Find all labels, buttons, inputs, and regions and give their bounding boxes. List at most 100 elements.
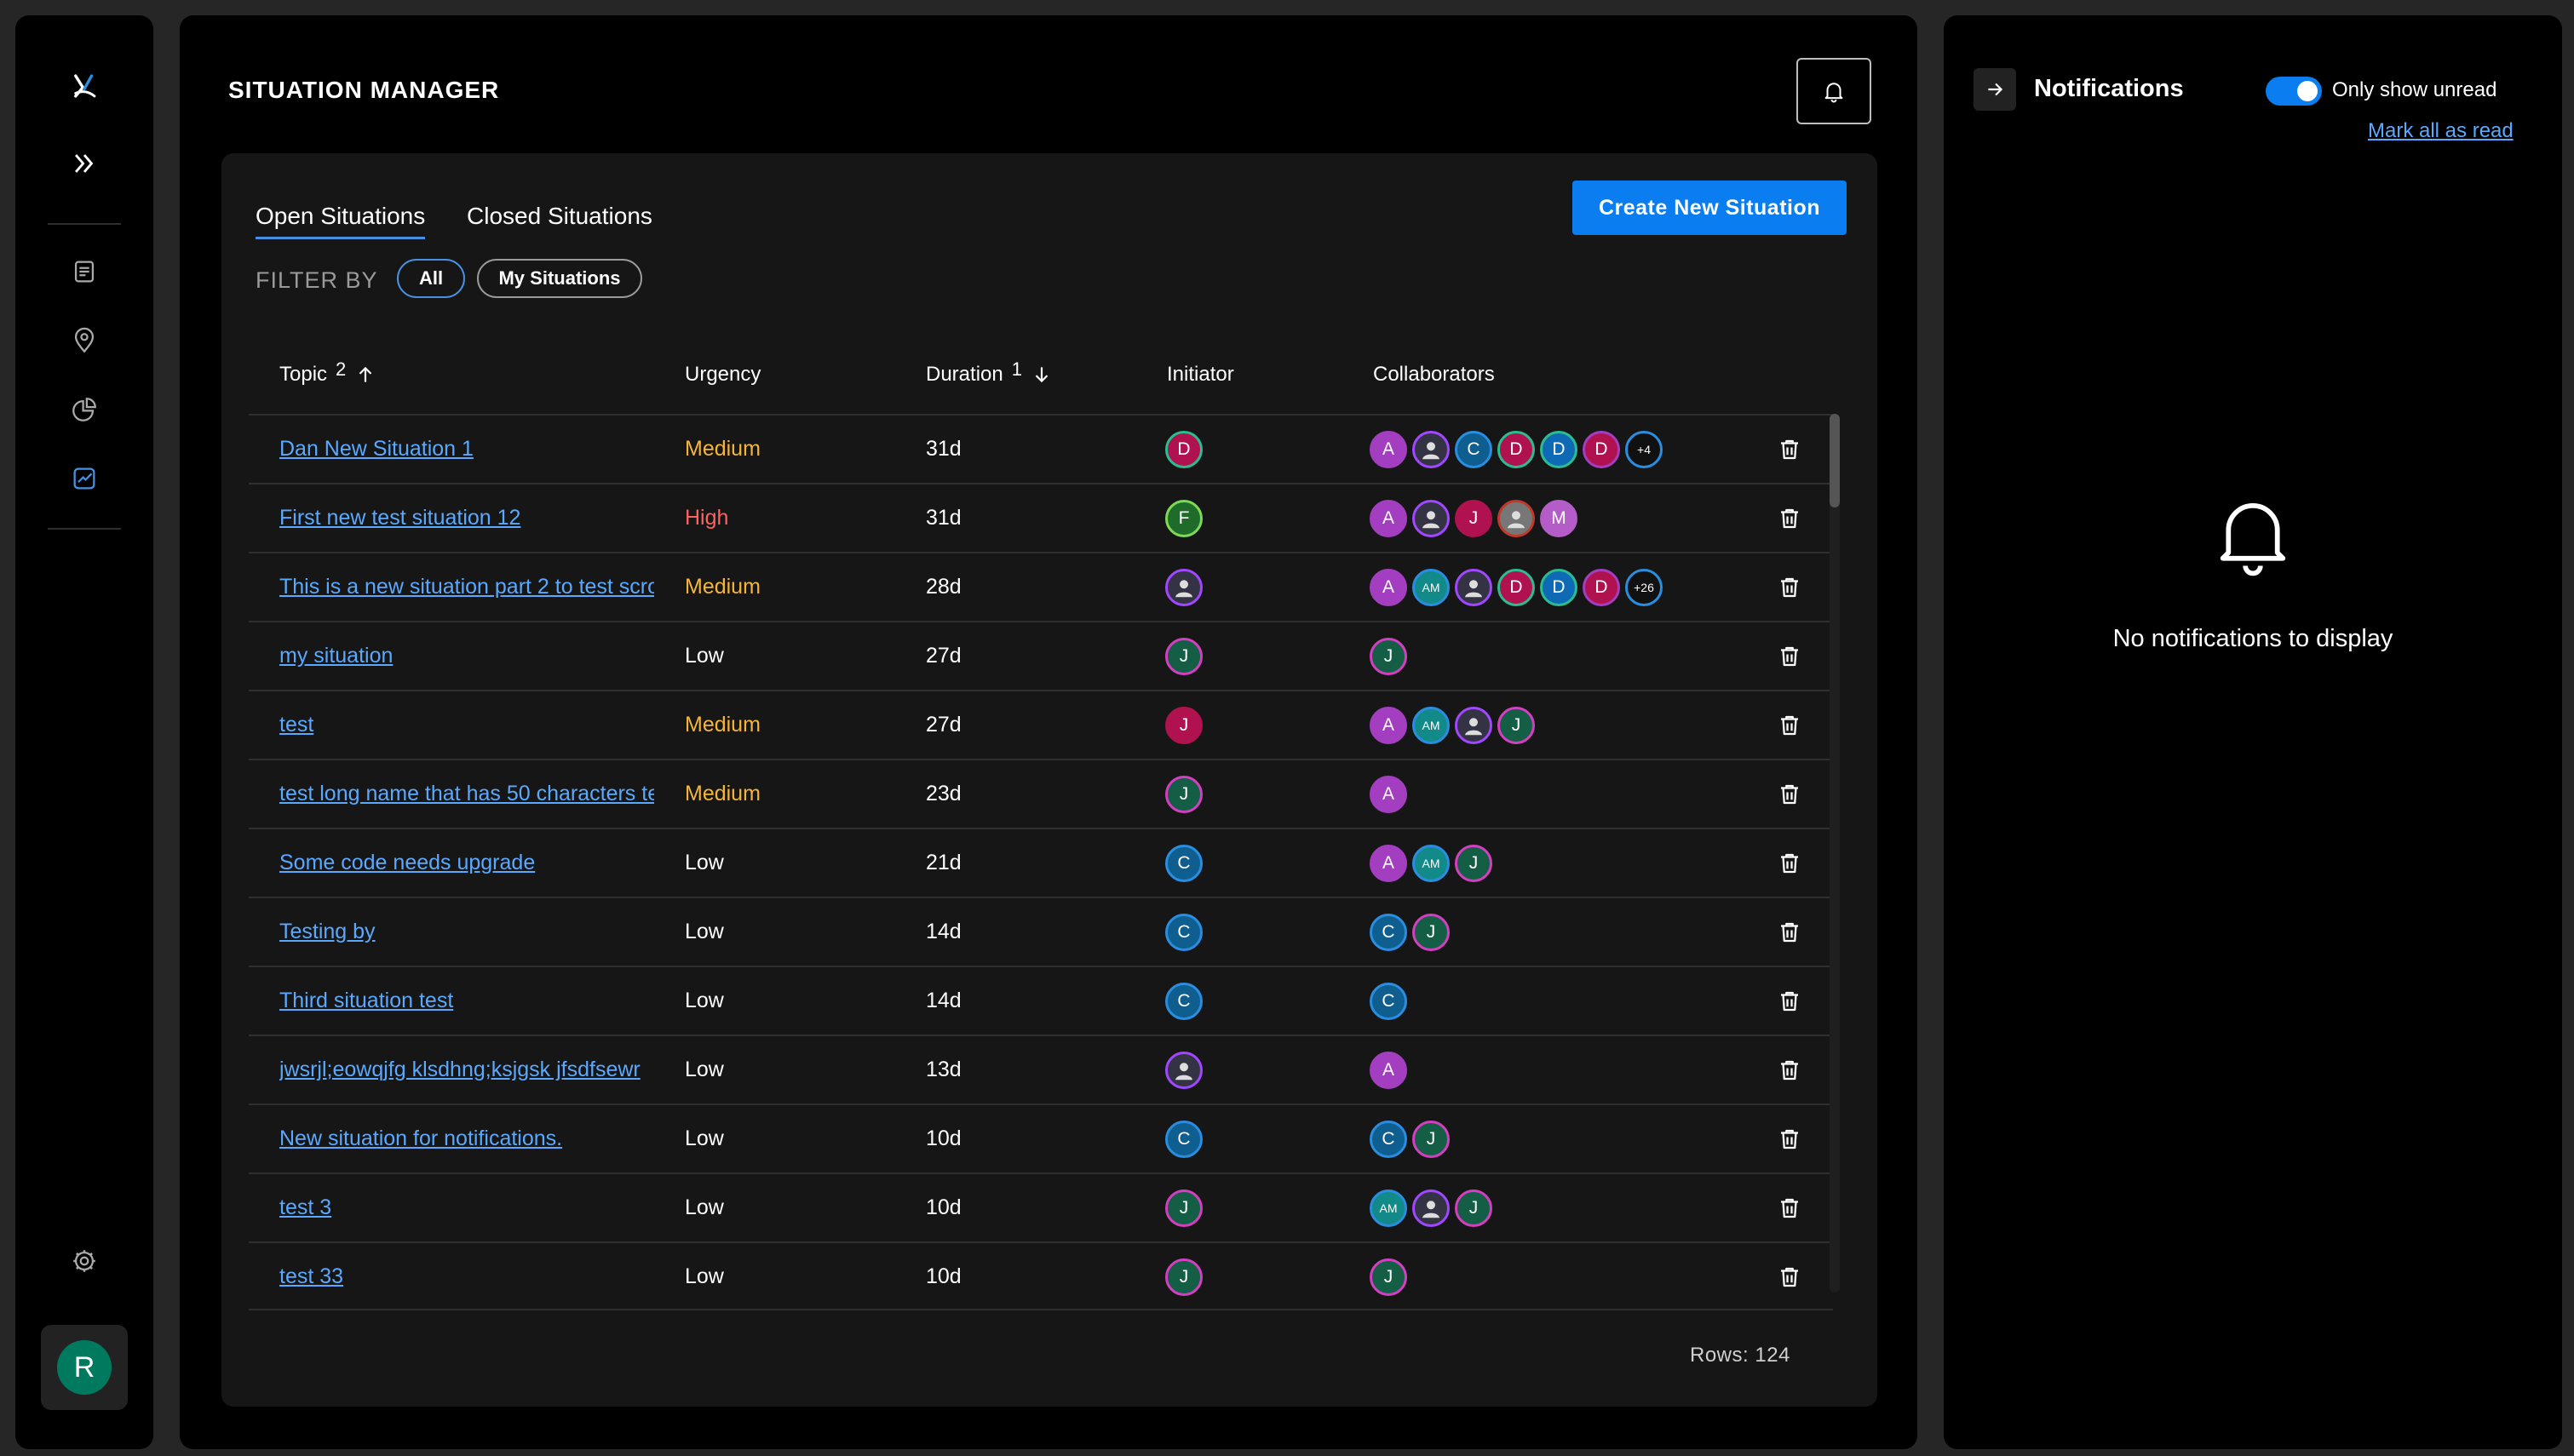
table-row[interactable]: Some code needs upgrade Low 21d C A AM J	[249, 828, 1833, 897]
table-row[interactable]: Third situation test Low 14d C C	[249, 966, 1833, 1035]
collaborator-avatar: M	[1540, 499, 1577, 537]
situation-topic-link[interactable]: Third situation test	[279, 989, 454, 1012]
trash-icon[interactable]	[1777, 898, 1802, 966]
collaborators-cell: A	[1370, 1036, 1407, 1103]
table-row[interactable]: jwsrjl;eowqjfg klsdhng;ksjgsk jfsdfsewr L…	[249, 1035, 1833, 1103]
collaborator-avatar	[1497, 499, 1535, 537]
table-row[interactable]: test long name that has 50 characters te…	[249, 759, 1833, 828]
situations-card: Open Situations Closed Situations Create…	[221, 153, 1877, 1407]
collaborator-avatar	[1412, 1189, 1450, 1227]
initiator-avatar: J	[1165, 775, 1203, 813]
trash-icon[interactable]	[1777, 553, 1802, 621]
trash-icon[interactable]	[1777, 484, 1802, 552]
table-row[interactable]: test 33 Low 10d J J	[249, 1241, 1833, 1310]
column-header-duration-label: Duration	[926, 363, 1003, 386]
user-avatar-button[interactable]: R	[41, 1325, 128, 1410]
mark-all-read-link[interactable]: Mark all as read	[2368, 119, 2514, 142]
table-row[interactable]: test Medium 27d J A AM J	[249, 690, 1833, 759]
duration-value: 21d	[926, 851, 962, 874]
column-header-collaborators[interactable]: Collaborators	[1373, 363, 1495, 387]
trash-icon[interactable]	[1777, 829, 1802, 897]
app-logo[interactable]	[58, 60, 111, 112]
collaborators-cell: J	[1370, 622, 1407, 690]
initiator-cell: C	[1165, 967, 1203, 1035]
duration-value: 27d	[926, 713, 962, 737]
situation-topic-link[interactable]: test	[279, 713, 314, 737]
initiator-avatar: J	[1165, 1258, 1203, 1296]
initiator-avatar	[1165, 568, 1203, 606]
trash-icon[interactable]	[1777, 1243, 1802, 1310]
duration-value: 31d	[926, 506, 962, 530]
sort-descending-icon[interactable]	[1031, 364, 1053, 386]
double-chevron-right-icon[interactable]	[58, 137, 111, 190]
collaborator-avatar: AM	[1412, 706, 1450, 744]
situation-topic-link[interactable]: Testing by	[279, 920, 376, 943]
notifications-button[interactable]	[1796, 58, 1871, 124]
trash-icon[interactable]	[1777, 1036, 1802, 1103]
create-new-situation-button[interactable]: Create New Situation	[1572, 181, 1847, 235]
trash-icon[interactable]	[1777, 416, 1802, 483]
collaborator-avatar: AM	[1412, 568, 1450, 606]
urgency-value: Low	[685, 1264, 724, 1288]
duration-value: 10d	[926, 1264, 962, 1288]
situation-topic-link[interactable]: New situation for notifications.	[279, 1126, 563, 1150]
collaborators-cell: A C D D D +4	[1370, 416, 1663, 483]
situation-topic-link[interactable]: test 33	[279, 1264, 344, 1288]
collaborator-avatar: J	[1455, 1189, 1492, 1227]
column-header-urgency[interactable]: Urgency	[685, 363, 761, 387]
urgency-value: Low	[685, 989, 724, 1012]
table-row[interactable]: This is a new situation part 2 to test s…	[249, 552, 1833, 621]
situation-topic-link[interactable]: First new test situation 12	[279, 506, 521, 530]
initiator-avatar: J	[1165, 1189, 1203, 1227]
situation-topic-link[interactable]: Some code needs upgrade	[279, 851, 536, 874]
table-row[interactable]: First new test situation 12 High 31d F A J M	[249, 483, 1833, 552]
trend-chart-icon[interactable]	[58, 452, 111, 505]
situation-topic-link[interactable]: jwsrjl;eowqjfg klsdhng;ksjgsk jfsdfsewr	[279, 1058, 641, 1081]
topic-sort-order: 2	[336, 358, 347, 380]
table-row[interactable]: my situation Low 27d J J	[249, 621, 1833, 690]
only-unread-toggle[interactable]	[2266, 77, 2322, 106]
urgency-value: High	[685, 506, 729, 530]
table-scrollbar[interactable]	[1830, 414, 1840, 1293]
table-row[interactable]: test 3 Low 10d J AM J	[249, 1172, 1833, 1241]
column-header-duration[interactable]: Duration 1	[926, 358, 1053, 387]
situation-topic-link[interactable]: Dan New Situation 1	[279, 437, 474, 461]
collaborators-cell: A AM J	[1370, 691, 1535, 759]
urgency-value: Low	[685, 851, 724, 874]
collapse-notifications-button[interactable]	[1974, 68, 2016, 111]
gear-icon[interactable]	[58, 1235, 111, 1287]
trash-icon[interactable]	[1777, 967, 1802, 1035]
table-row[interactable]: Testing by Low 14d C C J	[249, 897, 1833, 966]
table-row[interactable]: New situation for notifications. Low 10d C C…	[249, 1103, 1833, 1172]
filter-my-situations-chip[interactable]: My Situations	[477, 259, 642, 298]
page-title: SITUATION MANAGER	[228, 77, 500, 103]
situation-topic-link[interactable]: test 3	[279, 1195, 332, 1219]
duration-value: 23d	[926, 782, 962, 805]
column-header-initiator[interactable]: Initiator	[1167, 363, 1234, 387]
sort-ascending-icon[interactable]	[354, 364, 376, 386]
trash-icon[interactable]	[1777, 760, 1802, 828]
situation-topic-link[interactable]: This is a new situation part 2 to test s…	[279, 575, 654, 599]
situation-topic-link[interactable]: my situation	[279, 644, 394, 668]
collaborators-cell: A	[1370, 760, 1407, 828]
column-header-topic[interactable]: Topic 2	[279, 358, 376, 387]
tab-closed-situations[interactable]: Closed Situations	[467, 203, 652, 229]
filter-all-chip[interactable]: All	[397, 259, 465, 298]
urgency-value: Low	[685, 1195, 724, 1219]
more-collaborators-badge: +4	[1625, 430, 1663, 468]
trash-icon[interactable]	[1777, 622, 1802, 690]
initiator-cell: C	[1165, 898, 1203, 966]
collaborator-avatar: D	[1497, 568, 1535, 606]
map-pin-icon[interactable]	[58, 314, 111, 367]
tab-open-situations[interactable]: Open Situations	[256, 203, 426, 239]
trash-icon[interactable]	[1777, 691, 1802, 759]
table-row[interactable]: Dan New Situation 1 Medium 31d D A C D D D +4	[249, 414, 1833, 483]
trash-icon[interactable]	[1777, 1174, 1802, 1241]
document-icon[interactable]	[58, 245, 111, 298]
trash-icon[interactable]	[1777, 1105, 1802, 1172]
collaborators-cell: AM J	[1370, 1174, 1492, 1241]
pie-chart-icon[interactable]	[58, 383, 111, 436]
situation-topic-link[interactable]: test long name that has 50 characters te…	[279, 782, 654, 805]
table-scrollbar-thumb[interactable]	[1830, 414, 1840, 507]
